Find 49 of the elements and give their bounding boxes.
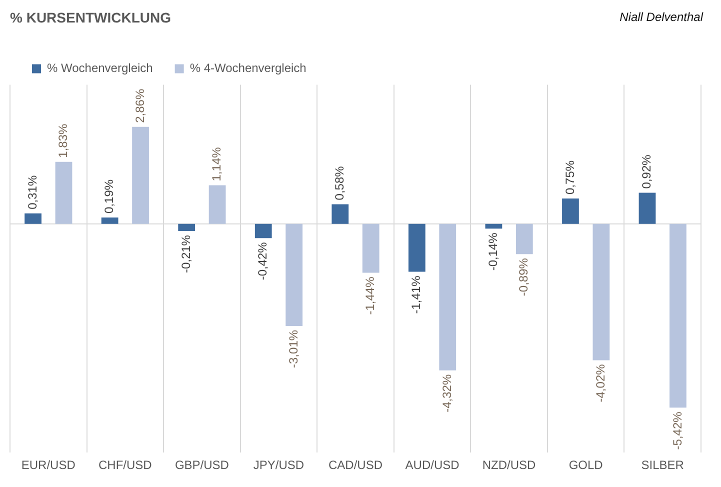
- x-tick-label: CHF/USD: [98, 458, 152, 472]
- bar: [101, 217, 118, 224]
- bar: [408, 224, 426, 272]
- bar: [132, 126, 149, 224]
- x-tick-label: NZD/USD: [482, 458, 536, 472]
- x-tick-label: CAD/USD: [328, 458, 383, 472]
- bar: [208, 185, 226, 224]
- data-label: -5,42%: [670, 411, 684, 450]
- data-label: -3,01%: [286, 330, 300, 368]
- data-label: -0,42%: [256, 242, 270, 280]
- data-label: -4,32%: [440, 374, 454, 412]
- bar: [24, 213, 42, 224]
- data-label: 0,19%: [102, 179, 116, 214]
- data-label: 1,83%: [56, 123, 70, 158]
- bar: [332, 204, 349, 224]
- legend-label: % 4-Wochenvergleich: [190, 61, 306, 76]
- bar: [670, 224, 686, 408]
- bar: [55, 162, 72, 224]
- data-label: -0,89%: [516, 258, 531, 296]
- text: Niall Delventhal: [620, 10, 703, 24]
- x-tick-label: GBP/USD: [174, 458, 230, 472]
- x-tick-label: SILBER: [641, 458, 684, 472]
- bar: [592, 224, 610, 360]
- bar: [562, 198, 579, 224]
- data-label: -1,44%: [363, 276, 378, 315]
- bar: [254, 224, 272, 238]
- bar: [439, 224, 456, 370]
- bar: [638, 192, 656, 224]
- x-tick-label: JPY/USD: [253, 458, 304, 472]
- bar: [286, 224, 303, 326]
- data-label: -4,02%: [594, 364, 608, 402]
- data-label: 1,14%: [210, 146, 224, 182]
- bar: [362, 224, 380, 273]
- data-label: 0,58%: [332, 166, 346, 200]
- data-label: -0,14%: [486, 232, 500, 271]
- data-label: 2,86%: [132, 88, 147, 123]
- x-tick-label: EUR/USD: [21, 458, 76, 472]
- data-label: -0,21%: [178, 234, 193, 274]
- legend-label: % Wochenvergleich: [47, 61, 153, 76]
- data-label: 0,75%: [562, 160, 577, 194]
- bar: [178, 224, 196, 232]
- bar: [485, 224, 502, 229]
- chart-title: % KURSENTWICKLUNG: [10, 9, 172, 26]
- x-tick-label: AUD/USD: [405, 458, 460, 472]
- data-label: -1,41%: [409, 275, 424, 314]
- data-label: 0,92%: [640, 154, 654, 189]
- data-label: 0,31%: [25, 175, 40, 210]
- bar: [516, 224, 533, 254]
- x-tick-label: GOLD: [568, 458, 604, 472]
